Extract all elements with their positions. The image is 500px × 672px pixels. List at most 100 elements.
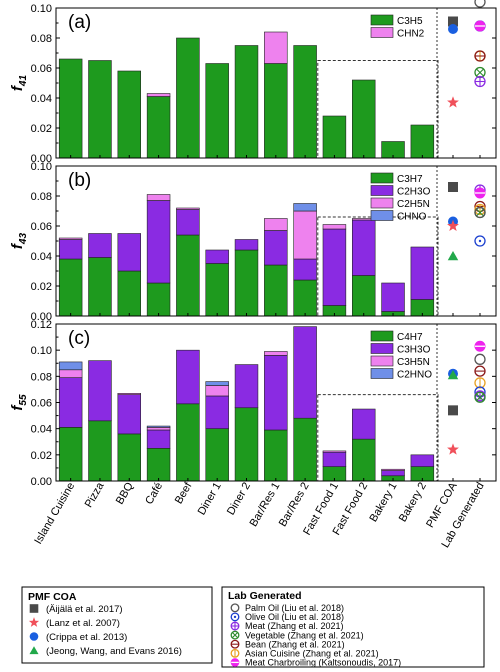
bar-bakery-2-c2h3o [410, 246, 435, 300]
bar-diner-1-c3h7 [205, 263, 229, 317]
bar-caf-c3h3o [146, 429, 171, 449]
bar-bar-res-1-c3h5n [264, 351, 288, 356]
legend-swatch-chn2 [370, 27, 394, 38]
legend-swatch-c3h5n [370, 355, 394, 367]
bar-diner-1-c3h5n [205, 385, 229, 397]
legend-lab-label: Palm Oil (Liu et al. 2018) [245, 603, 344, 613]
bar-bar-res-1-c3h5 [264, 63, 288, 159]
lab-marker-olive [474, 235, 486, 247]
y-tick-label: 0.02 [31, 123, 52, 135]
bar-caf-c2h5n [146, 194, 171, 201]
legend-pmf-title: PMF COA [28, 591, 77, 603]
y-tick-label: 0.12 [31, 319, 52, 331]
y-tick-label: 0.08 [31, 33, 52, 45]
x-tick-label-diner-1: Diner 1 [196, 481, 224, 518]
legend-marker-asian [230, 648, 240, 658]
x-tick-label-bakery-2: Bakery 2 [397, 481, 429, 525]
legend-marker-circle [29, 632, 39, 641]
legend-swatch-c3h3o [370, 343, 394, 354]
bar-diner-2-c2h3o [234, 239, 259, 251]
y-tick-label: 0.04 [31, 424, 52, 436]
y-tick-label: 0.06 [31, 63, 52, 75]
legend-marker-vegetable [230, 630, 240, 640]
bar-bbq-c3h5 [117, 70, 141, 159]
bar-pizza-c2h3o [88, 233, 112, 258]
legend-marker-charbroil [230, 658, 240, 667]
y-tick-label: 0.00 [31, 476, 52, 488]
legend-swatch-chno [370, 210, 394, 221]
legend-pmf-label: (Jeong, Wang, and Evans 2016) [46, 646, 182, 657]
pmf-marker-square [448, 182, 458, 192]
bar-beef-c3h3o [176, 349, 200, 405]
bar-fast-food-2-c4h7 [351, 438, 376, 482]
y-axis-label: f43 [9, 233, 29, 250]
legend-swatch-c4h7 [370, 330, 394, 342]
legend-lab-label: Olive Oil (Liu et al. 2018) [245, 612, 344, 622]
y-tick-label: 0.00 [31, 153, 52, 165]
lab-marker-vegetable [474, 391, 486, 403]
bar-fast-food-2-c3h3o [351, 408, 376, 440]
bar-fast-food-1-c2h3o [322, 228, 347, 306]
bar-island-cuisine-c3h7 [58, 258, 83, 317]
lab-marker-charbroil [474, 20, 486, 32]
bar-pizza-c3h5 [88, 60, 112, 159]
bar-fast-food-1-c3h5n [322, 450, 347, 453]
lab-marker-palm [474, 0, 486, 8]
bar-pizza-c3h7 [88, 257, 112, 317]
panel-1: 0.00 0.02 0.04 0.06 0.08 0.10 (a) f41 C3H5 CHN2 [9, 0, 497, 165]
bar-bar-res-1-c3h7 [264, 264, 288, 317]
bar-bar-res-2-c2h3o [293, 258, 317, 281]
legend-lab-title: Lab Generated [228, 590, 302, 602]
bar-beef-c4h7 [176, 403, 200, 482]
y-tick-label: 0.06 [31, 398, 52, 410]
panel-2: 0.000.020.040.060.080.10(b)f43C3H7C2H3OC… [9, 161, 497, 323]
y-tick-label: 0.00 [31, 311, 52, 323]
bar-fast-food-1-c2h5n [322, 224, 347, 230]
bar-bakery-2-c3h5 [410, 124, 435, 159]
legend-label-c2h5n: C2H5N [397, 199, 430, 210]
lab-marker-bean [474, 50, 486, 62]
bar-bbq-c3h5n [117, 393, 141, 395]
legend-swatch-c3h5 [370, 14, 394, 26]
y-tick-label: 0.06 [31, 221, 52, 233]
bar-bbq-c2h3o [117, 233, 141, 272]
legend-marker-triangle [29, 646, 39, 655]
y-tick-label: 0.10 [31, 161, 52, 173]
legend-label-c3h5: C3H5 [397, 16, 423, 27]
x-tick-label-diner-2: Diner 2 [225, 481, 253, 518]
legend-label-c4h7: C4H7 [397, 332, 423, 343]
bar-diner-1-c3h5 [205, 63, 229, 159]
legend-lab-frame [221, 586, 485, 668]
bar-bar-res-2-c3h5 [293, 45, 317, 159]
bar-diner-1-c2h3o [205, 249, 229, 264]
bar-island-cuisine-c3h5 [58, 58, 83, 159]
panel-label: (c) [68, 328, 90, 349]
y-tick-label: 0.08 [31, 371, 52, 383]
legend-pmf-label: (Lanz et al. 2007) [46, 618, 120, 629]
bar-fast-food-2-c3h5 [351, 79, 376, 159]
bar-bbq-c4h7 [117, 433, 141, 482]
x-axis-labels: Island Cuisine Pizza BBQ Café Beef Diner 1 Din… [32, 480, 486, 550]
bar-bar-res-1-c4h7 [264, 429, 288, 482]
legend-marker-star [28, 617, 40, 627]
bar-diner-1-c3h3o [205, 395, 229, 429]
legend-lab-label: Meat Charbroiling (Kaltsonoudis, 2017) [245, 658, 401, 668]
bar-caf-c4h7 [146, 447, 171, 482]
legend-label-c2hno: C2HNO [397, 370, 432, 381]
bar-bbq-c3h3o [117, 394, 141, 435]
lab-marker-bean [474, 365, 486, 377]
legend-marker-bean [230, 639, 240, 649]
pmf-marker-star [447, 443, 459, 455]
legend-swatch-c2h3o [370, 185, 394, 196]
panel-label: (a) [68, 12, 91, 33]
legend-swatch-c3h7 [370, 172, 394, 184]
legend-label-c3h7: C3H7 [397, 174, 423, 185]
y-axis-label: f41 [9, 75, 29, 92]
legend-label-c3h3o: C3H3O [397, 345, 431, 356]
bar-diner-2-c3h5 [234, 45, 259, 159]
x-tick-label-bbq: BBQ [114, 480, 136, 507]
bar-bakery-1-c3h3o [381, 470, 405, 477]
bar-island-cuisine-c4h7 [58, 427, 83, 482]
legend-pmf-label: (Crippa et al. 2013) [46, 632, 127, 643]
